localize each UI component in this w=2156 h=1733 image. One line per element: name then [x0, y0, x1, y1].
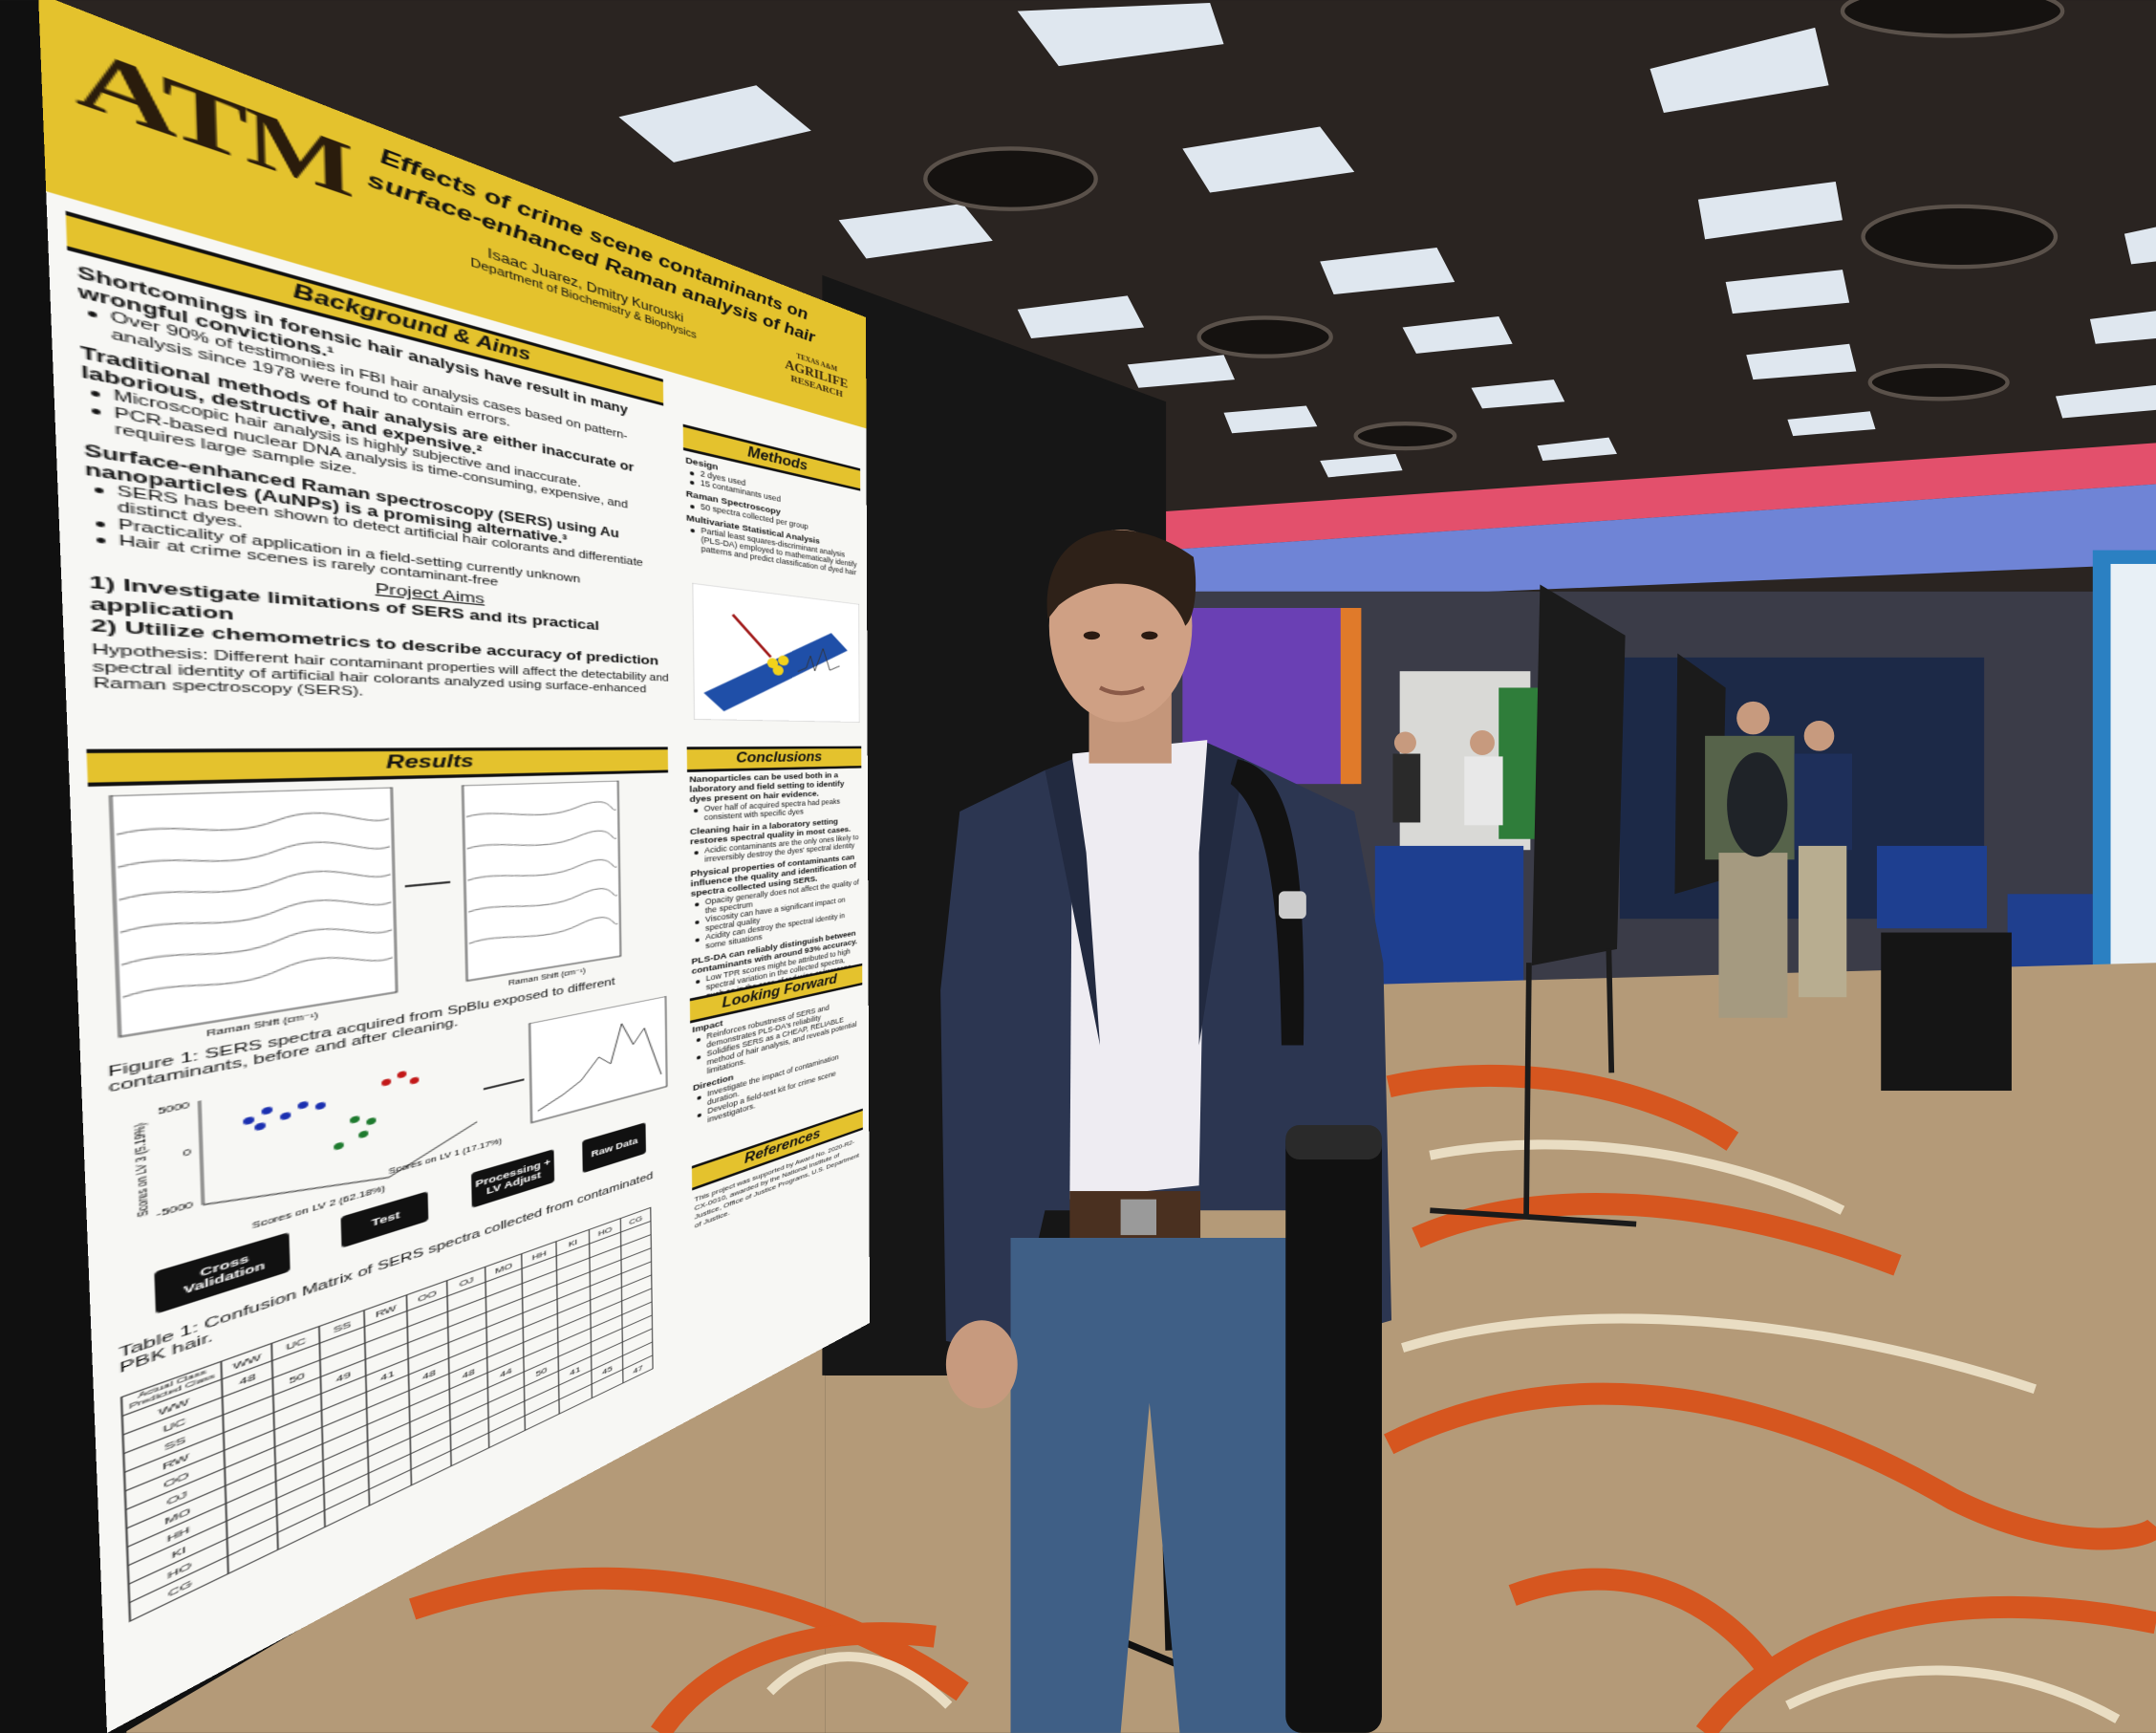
table-drape [1877, 846, 1987, 928]
hair-illustration [692, 583, 859, 723]
axis-label: Scores on LV 3 (5.19%) [132, 1121, 151, 1218]
booth-edge [1341, 608, 1362, 784]
tick-label: -5000 [157, 1201, 194, 1220]
tick-label: 5000 [158, 1100, 190, 1116]
far-poster-board [1532, 585, 1626, 966]
trash-bin [1881, 933, 2012, 1091]
tick-label: 0 [183, 1147, 192, 1159]
section-heading: Results [86, 747, 668, 787]
